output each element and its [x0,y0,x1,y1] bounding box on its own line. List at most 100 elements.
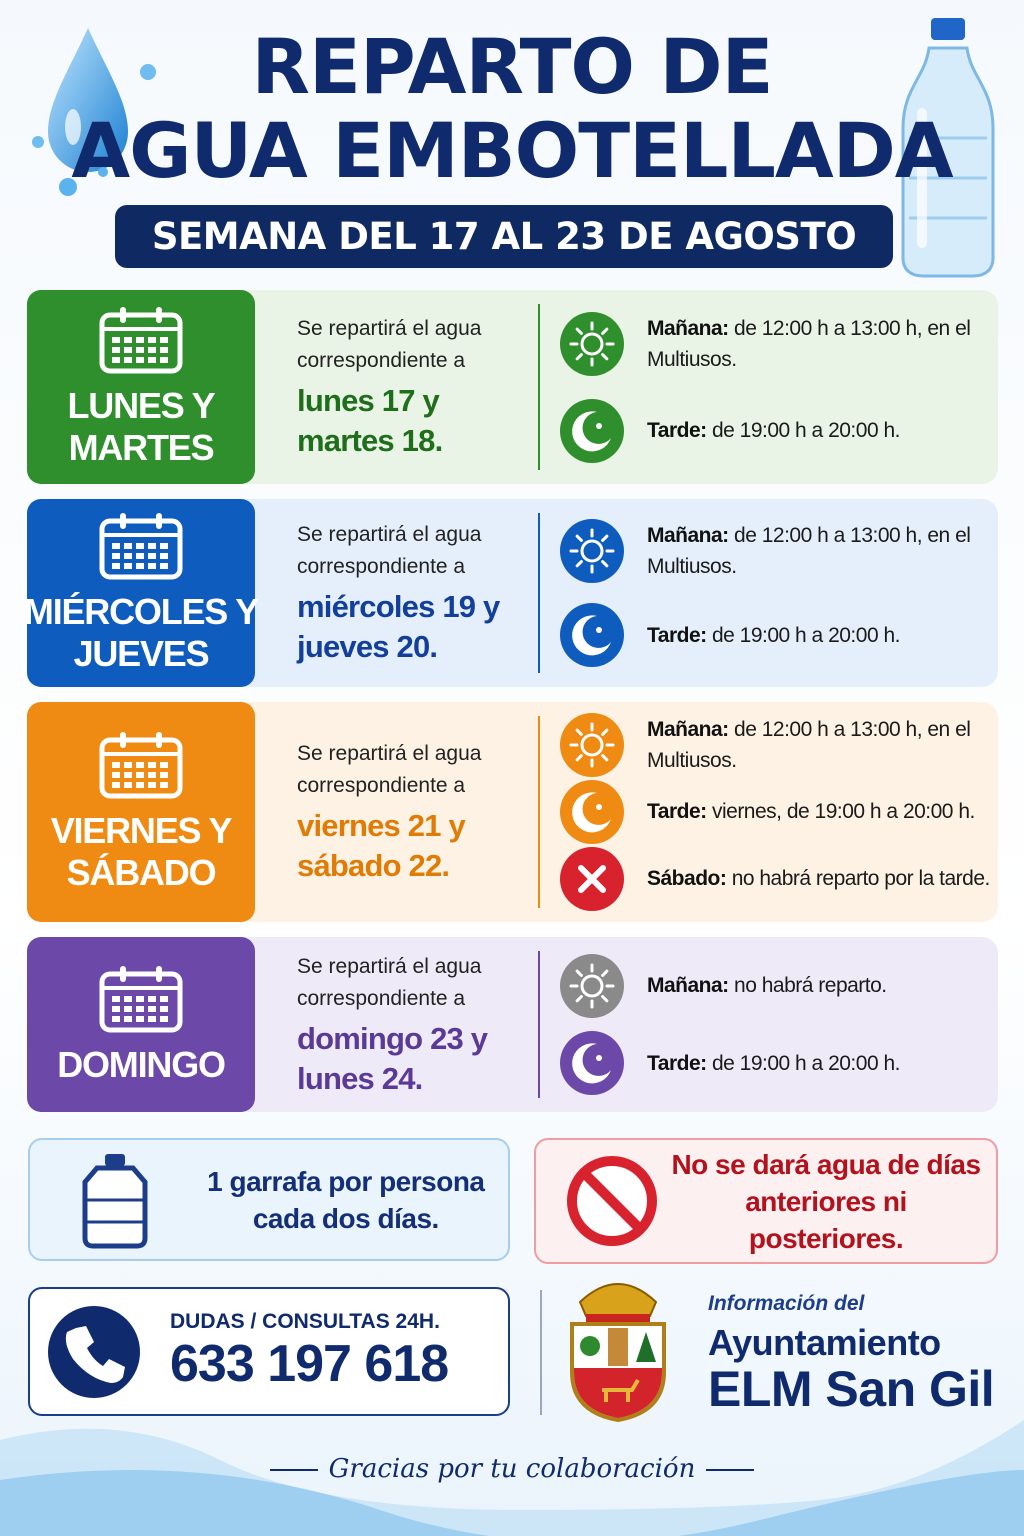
slot-detail: no habrá reparto por la tarde. [731,867,991,891]
day-label-box: LUNES Y MARTES [27,290,255,484]
day-label-box: MIÉRCOLES Y JUEVES [23,499,259,687]
slot-text: Mañana: no habrá reparto. [647,970,887,1001]
slot-text: Tarde: de 19:00 h a 20:00 h. [647,1048,900,1079]
calendar-icon [99,513,183,580]
day-label: DOMINGO [57,1043,226,1085]
day-description: Se repartirá el agua correspondiente a mi… [297,499,542,687]
day-card: MIÉRCOLES Y JUEVES Se repartirá el agua co… [23,499,998,687]
moon-icon [560,398,624,463]
day-label: JUEVES [73,633,210,674]
slot-label: Tarde: [647,419,707,442]
subtitle: SEMANA DEL 17 AL 23 DE AGOSTO [115,205,893,268]
intro-text: Se repartirá el agua correspondiente a [297,954,482,1010]
time-slots: Mañana: de 12:00 h a 13:00 h, en el Mult… [559,300,994,474]
slot-text: Tarde: de 19:00 h a 20:00 h. [647,415,900,446]
slot-label: Tarde: [647,1051,707,1075]
slot-text: Mañana: de 12:00 h a 13:00 h, en el Mult… [647,313,994,375]
time-slot: Tarde: de 19:00 h a 20:00 h. [559,398,994,464]
slot-label: Mañana: [647,718,729,742]
day-card: DOMINGO Se repartirá el agua correspondie… [27,937,998,1112]
day-description: Se repartirá el agua correspondiente a do… [297,937,542,1112]
divider [540,1290,542,1415]
contact-box: DUDAS / CONSULTAS 24H. 633 197 618 [28,1287,510,1416]
sun-icon [560,519,624,583]
slot-label: Sábado: [647,867,727,891]
time-slot: Mañana: de 12:00 h a 13:00 h, en el Mult… [559,712,994,778]
slot-label: Mañana: [647,974,729,998]
calendar-icon [99,732,183,799]
day-label: LUNES Y [67,385,216,426]
slot-detail: viernes, de 19:00 h a 20:00 h. [711,800,975,824]
x-icon [560,846,624,911]
coat-of-arms [570,1283,666,1422]
restriction-text: No se dará agua de días anteriores ni po… [671,1148,981,1254]
time-slot: Mañana: de 12:00 h a 13:00 h, en el Mult… [559,311,994,377]
dates-highlight: viernes 21 y sábado 22. [297,808,466,883]
calendar-icon [99,965,183,1032]
slot-label: Mañana: [647,316,729,340]
slot-detail: de 19:00 h a 20:00 h. [711,623,901,647]
day-label-box: DOMINGO [27,937,255,1112]
slot-text: Mañana: de 12:00 h a 13:00 h, en el Mult… [647,520,994,582]
slot-detail: de 19:00 h a 20:00 h. [711,1051,901,1075]
contact: DUDAS / CONSULTAS 24H. 633 197 618 [170,1309,449,1394]
dates-highlight: miércoles 19 y jueves 20. [297,589,500,664]
time-slot: Tarde: viernes, de 19:00 h a 20:00 h. [559,779,994,845]
divider [538,951,540,1098]
slot-text: Sábado: no habrá reparto por la tarde. [647,863,990,894]
phone-icon [48,1305,140,1398]
time-slots: Mañana: de 12:00 h a 13:00 h, en el Mult… [559,509,994,677]
time-slot: Tarde: de 19:00 h a 20:00 h. [559,1030,994,1096]
time-slot: Mañana: no habrá reparto. [559,953,994,1019]
day-label: VIERNES Y [50,810,233,851]
day-card: LUNES Y MARTES Se repartirá el agua corres… [27,290,998,484]
dates-highlight: domingo 23 y lunes 24. [297,1020,488,1096]
moon-icon [560,1031,624,1096]
slot-label: Tarde: [647,800,707,824]
intro-text: Se repartirá el agua correspondiente a [297,742,482,797]
divider [538,304,540,470]
divider [538,513,540,673]
intro-text: Se repartirá el agua correspondiente a [297,523,482,578]
time-slot: Tarde: de 19:00 h a 20:00 h. [559,602,994,668]
time-slot: Mañana: de 12:00 h a 13:00 h, en el Mult… [559,518,994,584]
dates-highlight: lunes 17 y martes 18. [297,383,443,458]
slot-detail: de 12:00 h a 13:00 h, en el Multiusos. [647,524,971,578]
jug-icon [82,1153,148,1248]
phone-number: 633 197 618 [170,1334,449,1393]
restriction-box: No se dará agua de días anteriores ni po… [534,1138,998,1264]
allowance-text: 1 garrafa por persona cada dos días. [207,1165,485,1234]
day-description: Se repartirá el agua correspondiente a vi… [297,702,542,922]
slot-label: Tarde: [647,623,707,647]
contact-label: DUDAS / CONSULTAS 24H. [170,1309,440,1333]
intro-text: Se repartirá el agua correspondiente a [297,317,482,372]
water-bottle [901,18,995,278]
sun-icon [560,311,624,376]
prohibited-icon [567,1156,657,1246]
time-slot: Sábado: no habrá reparto por la tarde. [559,846,994,912]
slot-detail: de 19:00 h a 20:00 h. [711,419,901,442]
divider [538,716,540,908]
org-name: Ayuntamiento [708,1322,941,1363]
water-wave [0,1420,1024,1536]
allowance-box: 1 garrafa por persona cada dos días. [28,1138,510,1261]
day-label: SÁBADO [66,852,217,893]
slot-detail: de 12:00 h a 13:00 h, en el Multiusos. [647,718,971,773]
title-line: REPARTO DE [251,22,774,111]
title-line: AGUA EMBOTELLADA [71,106,953,195]
moon-icon [560,779,624,844]
org-name: ELM San Gil [708,1361,995,1417]
calendar-icon [99,307,183,374]
slot-text: Tarde: de 19:00 h a 20:00 h. [647,620,900,651]
day-description: Se repartirá el agua correspondiente a lu… [297,290,542,484]
day-label: MARTES [68,427,215,468]
sun-icon [560,713,624,778]
time-slots: Mañana: no habrá reparto. Tarde: de 19:00… [559,947,994,1102]
day-label-box: VIERNES Y SÁBADO [27,702,255,922]
day-label: MIÉRCOLES Y [23,591,259,632]
slot-detail: de 12:00 h a 13:00 h, en el Multiusos. [647,316,971,371]
slot-label: Mañana: [647,524,729,547]
slot-detail: no habrá reparto. [734,974,887,998]
day-card: VIERNES Y SÁBADO Se repartirá el agua corr… [27,702,998,922]
